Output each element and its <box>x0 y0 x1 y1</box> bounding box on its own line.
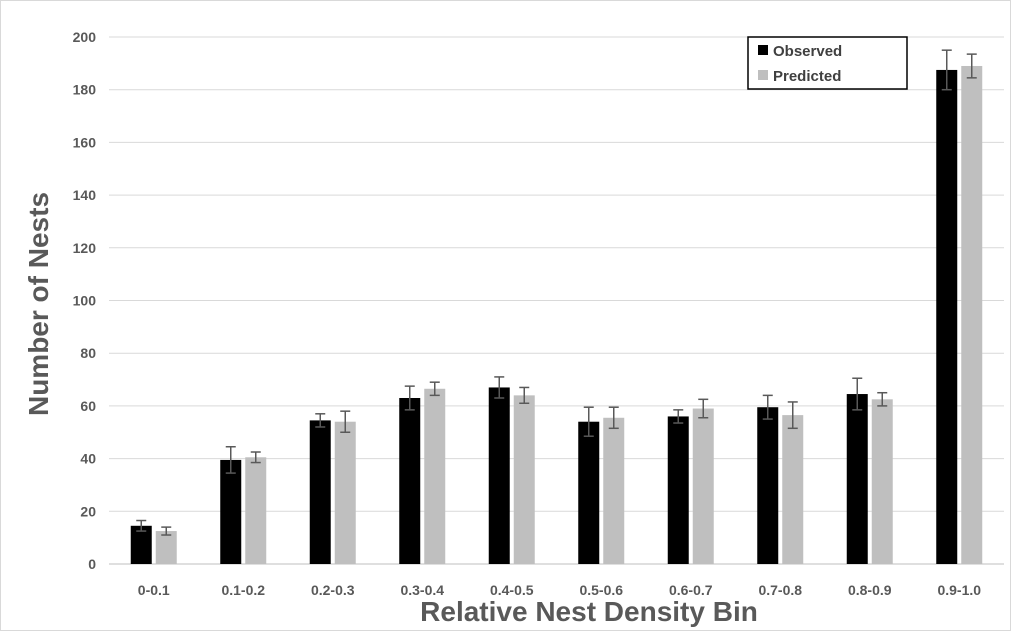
legend: Observed Predicted <box>747 36 908 90</box>
bar-observed <box>130 525 152 564</box>
error-bar-observed <box>494 376 505 399</box>
error-bar-observed <box>673 409 684 424</box>
error-bar-observed <box>583 406 594 437</box>
x-tick-label: 0.4-0.5 <box>490 582 534 598</box>
error-bar-predicted <box>429 381 440 397</box>
bar-observed <box>667 416 689 564</box>
y-tick-label: 40 <box>80 451 96 467</box>
bar-predicted <box>961 65 983 565</box>
bar-observed <box>757 407 779 564</box>
error-bar-predicted <box>161 526 172 536</box>
error-bar-predicted <box>340 410 351 433</box>
y-tick-label: 80 <box>80 345 96 361</box>
x-tick-label: 0.6-0.7 <box>669 582 713 598</box>
bar-observed <box>220 459 242 564</box>
bar-predicted <box>334 421 356 564</box>
error-bar-observed <box>225 445 236 474</box>
bar-predicted <box>424 388 446 564</box>
x-tick-label: 0.1-0.2 <box>221 582 265 598</box>
legend-swatch-observed <box>758 45 768 55</box>
x-tick-label: 0.7-0.8 <box>758 582 802 598</box>
x-tick-labels: 0-0.1 0.1-0.2 0.2-0.3 0.3-0.4 0.4-0.5 0.5-0.6… <box>138 582 981 598</box>
bar-predicted <box>692 408 714 564</box>
error-bar-predicted <box>519 386 530 405</box>
y-tick-label: 160 <box>73 134 97 150</box>
x-tick-label: 0.5-0.6 <box>579 582 623 598</box>
y-tick-label: 120 <box>73 240 97 256</box>
legend-label-predicted: Predicted <box>773 68 841 85</box>
legend-box <box>747 36 908 90</box>
x-axis-title: Relative Nest Density Bin <box>420 596 758 627</box>
y-axis-title: Number of Nests <box>23 192 54 416</box>
gridlines <box>109 36 1004 565</box>
bars <box>130 65 983 565</box>
bar-observed <box>578 421 600 564</box>
error-bar-observed <box>762 394 773 420</box>
bar-observed <box>399 397 421 564</box>
error-bar-observed <box>404 385 415 411</box>
bar-predicted <box>155 531 177 564</box>
x-tick-label: 0.8-0.9 <box>848 582 892 598</box>
bar-observed <box>309 420 331 564</box>
y-tick-label: 0 <box>88 556 96 572</box>
x-tick-label: 0.3-0.4 <box>400 582 444 598</box>
y-tick-label: 140 <box>73 187 97 203</box>
error-bar-predicted <box>608 406 619 430</box>
x-tick-label: 0.9-1.0 <box>937 582 981 598</box>
bar-predicted <box>871 399 893 564</box>
y-tick-label: 100 <box>73 293 97 309</box>
legend-label-observed: Observed <box>773 43 842 60</box>
error-bar-predicted <box>250 451 261 464</box>
bar-observed <box>846 394 868 564</box>
error-bars <box>136 49 977 536</box>
bar-predicted <box>513 395 535 564</box>
x-tick-label: 0.2-0.3 <box>311 582 355 598</box>
bar-predicted <box>603 417 625 564</box>
legend-swatch-predicted <box>758 70 768 80</box>
bar-predicted <box>245 457 267 564</box>
bar-observed <box>488 387 510 564</box>
bar-predicted <box>782 415 804 564</box>
error-bar-predicted <box>877 391 888 407</box>
error-bar-observed <box>136 519 147 532</box>
bar-observed <box>936 69 958 564</box>
y-tick-label: 20 <box>80 503 96 519</box>
error-bar-observed <box>315 413 326 428</box>
y-tick-labels: 0 20 40 60 80 100 120 140 160 180 200 <box>73 29 97 572</box>
error-bar-predicted <box>966 53 977 79</box>
x-tick-label: 0-0.1 <box>138 582 170 598</box>
error-bar-predicted <box>787 401 798 430</box>
y-tick-label: 60 <box>80 398 96 414</box>
error-bar-observed <box>852 377 863 411</box>
y-tick-label: 200 <box>73 29 97 45</box>
error-bar-observed <box>941 49 952 91</box>
error-bar-predicted <box>698 398 709 419</box>
y-tick-label: 180 <box>73 82 97 98</box>
